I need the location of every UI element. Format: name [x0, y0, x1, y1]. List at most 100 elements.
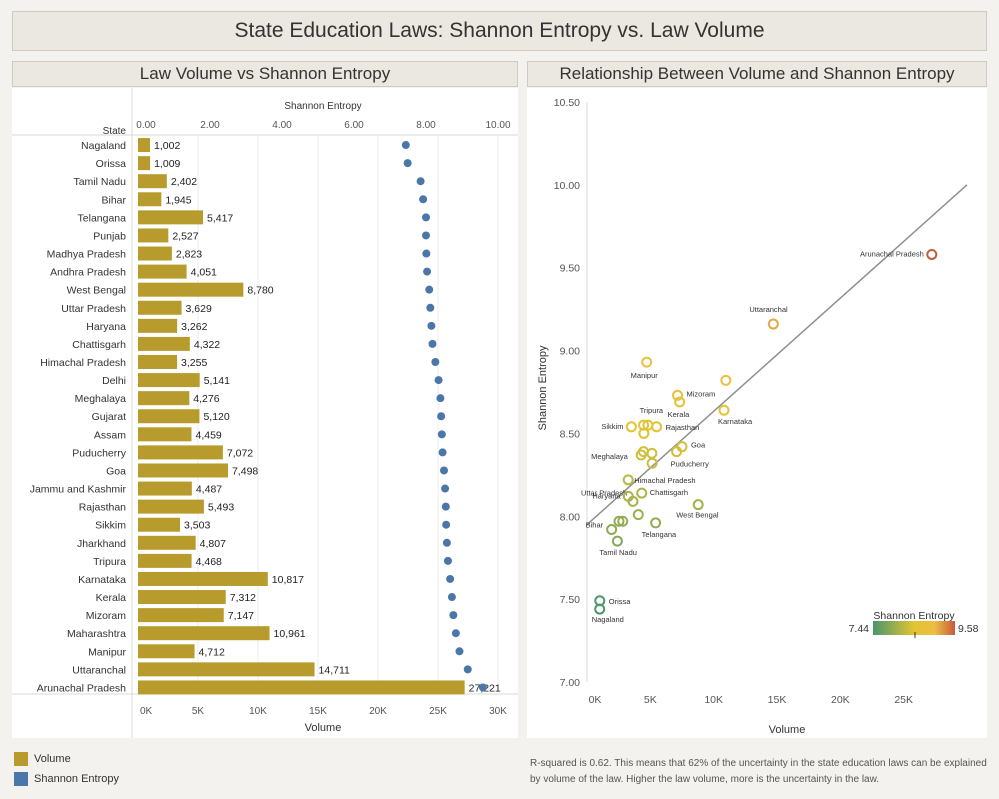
- color-legend-title: Shannon Entropy: [873, 610, 955, 622]
- volume-tick-label: 20K: [369, 706, 387, 717]
- state-label: Mizoram: [86, 610, 127, 622]
- volume-bar-label: 4,712: [199, 646, 225, 658]
- entropy-dot: [431, 358, 440, 366]
- entropy-dot: [447, 593, 456, 602]
- scatter-point: [636, 487, 648, 499]
- point-label: Tamil Nadu: [599, 548, 637, 557]
- point-label: Nagaland: [592, 615, 624, 624]
- volume-bar-label: 3,503: [184, 520, 210, 532]
- legend-entropy-label: Shannon Entropy: [34, 773, 120, 785]
- scatter-point: [622, 490, 634, 502]
- entropy-tick-label: 0.00: [136, 120, 156, 131]
- left-panel-title: Law Volume vs Shannon Entropy: [12, 61, 518, 87]
- volume-bar-label: 5,417: [207, 212, 233, 224]
- state-label: Meghalaya: [75, 393, 127, 405]
- volume-bar-label: 10,961: [274, 628, 306, 640]
- volume-bar: [138, 662, 315, 677]
- volume-tick-label: 15K: [309, 706, 327, 717]
- volume-bar-label: 2,823: [176, 249, 202, 261]
- scatter-point: [926, 248, 938, 260]
- volume-bar-label: 7,312: [230, 592, 256, 604]
- volume-bar-label: 3,255: [181, 357, 207, 369]
- point-label: Karnataka: [718, 417, 753, 426]
- state-label: Arunachal Pradesh: [37, 682, 126, 694]
- entropy-dot: [436, 394, 445, 403]
- volume-axis-label: Volume: [305, 722, 342, 734]
- entropy-tick-label: 10.00: [485, 120, 510, 131]
- entropy-dot: [422, 249, 431, 258]
- state-label: Haryana: [86, 321, 126, 333]
- scatter-point: [613, 515, 625, 527]
- volume-bar-label: 4,459: [196, 429, 222, 441]
- y-tick-label: 10.00: [554, 180, 580, 192]
- state-label: Chattisgarh: [72, 339, 126, 351]
- scatter-point: [594, 595, 606, 607]
- entropy-dot: [437, 412, 446, 421]
- volume-bar: [138, 553, 192, 568]
- volume-bar: [138, 336, 190, 351]
- x-tick-label: 20K: [831, 694, 850, 706]
- y-tick-label: 9.00: [560, 346, 581, 358]
- state-label: Uttaranchal: [72, 664, 126, 676]
- legend-volume[interactable]: Volume: [14, 752, 71, 766]
- r-squared-footnote: R-squared is 0.62. This means that 62% o…: [530, 758, 987, 785]
- legend-entropy[interactable]: Shannon Entropy: [14, 772, 119, 786]
- volume-tick-label: 25K: [429, 706, 447, 717]
- scatter-point: [676, 441, 688, 453]
- volume-tick-label: 5K: [192, 706, 205, 717]
- x-tick-label: 0K: [589, 694, 602, 706]
- point-label: Chattisgarh: [650, 488, 688, 497]
- scatter-point: [692, 499, 704, 511]
- volume-bar-label: 3,629: [186, 303, 212, 315]
- state-label: Karnataka: [78, 574, 126, 586]
- volume-bar-label: 7,498: [232, 465, 258, 477]
- entropy-dot: [419, 195, 428, 204]
- volume-bar: [138, 355, 178, 369]
- scatter-point: [632, 509, 644, 521]
- point-label: Haryana: [592, 491, 621, 500]
- state-column-header: State: [103, 126, 127, 137]
- volume-bar: [138, 391, 190, 406]
- volume-bar-label: 5,493: [208, 502, 234, 514]
- color-legend-bar: [873, 621, 955, 635]
- left-chart-panel: 0K 5K 10K 15K 20K 25K 30K Volume Shannon Entropy…: [12, 88, 518, 738]
- right-chart-panel: 7.00 7.50 8.00 8.50 9.00 9.50 10.00 10.50 0K 5K 10…: [527, 88, 987, 738]
- volume-bar: [138, 409, 200, 424]
- dashboard-title: State Education Laws: Shannon Entropy vs…: [12, 11, 987, 51]
- state-label: West Bengal: [67, 285, 126, 297]
- volume-bar: [138, 264, 187, 279]
- volume-bar: [138, 590, 226, 605]
- scatter-point: [637, 446, 649, 458]
- y-tick-label: 9.50: [560, 263, 581, 275]
- state-label: Puducherry: [72, 447, 126, 459]
- scatter-point: [606, 524, 618, 536]
- scatter-point: [625, 421, 637, 433]
- entropy-dot: [442, 538, 451, 547]
- point-label: Arunachal Pradesh: [860, 249, 924, 258]
- volume-bar: [138, 228, 169, 243]
- color-legend-max: 9.58: [958, 623, 979, 635]
- state-label: Bihar: [101, 194, 126, 206]
- volume-bar: [138, 174, 167, 189]
- entropy-dot: [442, 520, 451, 529]
- volume-bar: [138, 246, 172, 261]
- volume-bar: [138, 282, 244, 297]
- volume-bar: [138, 373, 200, 388]
- state-label: Delhi: [102, 375, 126, 387]
- state-label: Sikkim: [95, 520, 126, 532]
- state-label: Manipur: [88, 646, 126, 658]
- x-axis-label: Volume: [769, 724, 806, 736]
- volume-bar: [138, 517, 181, 532]
- volume-bar-label: 7,072: [227, 447, 253, 459]
- point-label: Sikkim: [601, 422, 623, 431]
- volume-bar: [138, 318, 178, 333]
- entropy-tick-label: 8.00: [416, 120, 436, 131]
- volume-bar-label: 7,147: [228, 610, 254, 622]
- volume-entropy-scatter-chart: 7.00 7.50 8.00 8.50 9.00 9.50 10.00 10.50 0K 5K 10…: [537, 97, 979, 736]
- y-tick-label: 7.00: [560, 677, 581, 689]
- volume-bar-label: 1,002: [154, 140, 180, 152]
- volume-bar: [138, 535, 196, 550]
- entropy-dot: [426, 303, 435, 312]
- point-label: Rajasthan: [666, 423, 700, 432]
